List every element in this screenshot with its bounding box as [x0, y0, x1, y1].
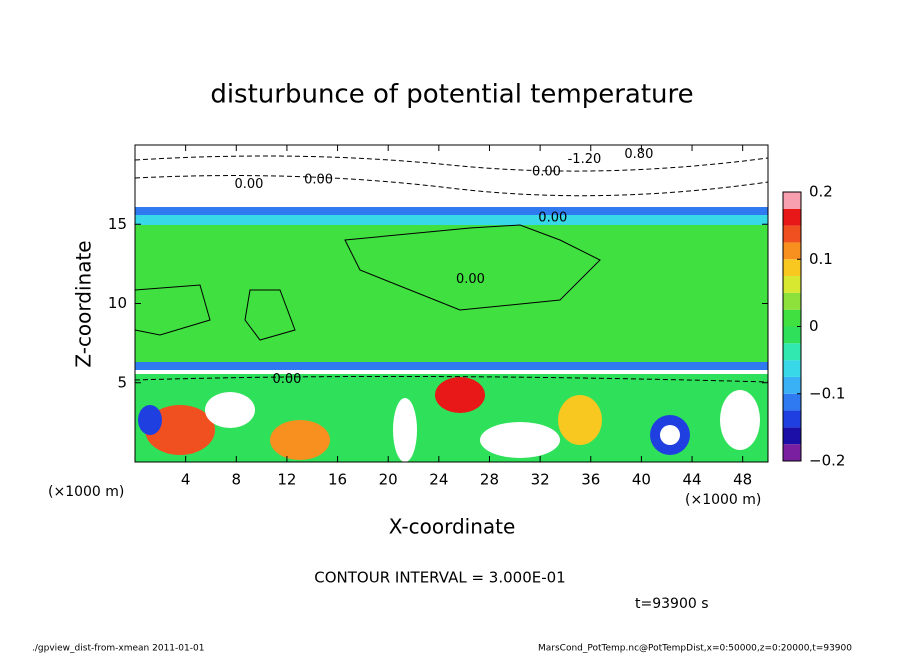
colorbar-cell: [783, 309, 801, 327]
x-tick-label: 36: [581, 471, 600, 489]
colorbar-tick-label: −0.2: [809, 452, 845, 470]
colorbar-cell: [783, 242, 801, 260]
x-tick-label: 32: [531, 471, 550, 489]
x-tick-label: 20: [379, 471, 398, 489]
y-unit: (×1000 m): [48, 484, 124, 500]
x-tick-label: 40: [632, 471, 651, 489]
colorbar-cell: [783, 292, 801, 310]
x-tick-label: 28: [480, 471, 499, 489]
x-tick-label: 12: [277, 471, 296, 489]
x-tick-label: 16: [328, 471, 347, 489]
colorbar-cell: [783, 393, 801, 411]
colorbar-tick-label: 0.1: [809, 250, 833, 268]
colorbar-cell: [783, 360, 801, 377]
x-tick-label: 48: [733, 471, 752, 489]
x-tick-label: 8: [232, 471, 242, 489]
contour-interval: CONTOUR INTERVAL = 3.000E-01: [314, 569, 565, 587]
contour-label: 0.00: [234, 177, 263, 192]
contour-label: -1.20: [568, 152, 602, 167]
chart-title: disturbunce of potential temperature: [210, 80, 693, 110]
x-tick-label: 24: [429, 471, 448, 489]
colorbar-tick-label: 0.2: [809, 183, 833, 201]
y-tick-label: 10: [108, 294, 127, 312]
y-tick-label: 15: [108, 215, 127, 233]
contour-label: 0.00: [532, 164, 561, 179]
x-tick-label: 4: [181, 471, 191, 489]
field: [135, 145, 768, 462]
x-axis-label: X-coordinate: [389, 515, 516, 539]
colorbar-cell: [783, 259, 801, 277]
contour-label: 0.00: [456, 272, 485, 287]
time-label: t=93900 s: [635, 596, 709, 612]
colorbar-cell: [783, 326, 801, 344]
colorbar-cell: [783, 444, 801, 461]
colorbar-cell: [783, 376, 801, 394]
x-tick-label: 44: [682, 471, 701, 489]
x-unit: (×1000 m): [685, 492, 761, 508]
y-axis-label: Z-coordinate: [72, 240, 96, 367]
contour-label: 0.00: [538, 210, 567, 225]
colorbar-cell: [783, 343, 801, 361]
colorbar-cell: [783, 276, 801, 293]
colorbar-tick-label: −0.1: [809, 384, 845, 402]
y-tick-label: 5: [117, 373, 127, 391]
colorbar-cell: [783, 427, 801, 445]
colorbar-cell: [783, 208, 801, 226]
footer-left: ./gpview_dist-from-xmean 2011-01-01: [32, 644, 204, 654]
footer-right: MarsCond_PotTemp.nc@PotTempDist,x=0:5000…: [538, 644, 852, 654]
colorbar-cell: [783, 192, 801, 209]
contour-label: 0.00: [272, 372, 301, 387]
contour-label: 0.80: [624, 147, 653, 162]
colorbar-cell: [783, 225, 801, 243]
colorbar-tick-label: 0: [809, 317, 819, 335]
colorbar-cell: [783, 410, 801, 428]
contour-label: 0.00: [304, 172, 333, 187]
